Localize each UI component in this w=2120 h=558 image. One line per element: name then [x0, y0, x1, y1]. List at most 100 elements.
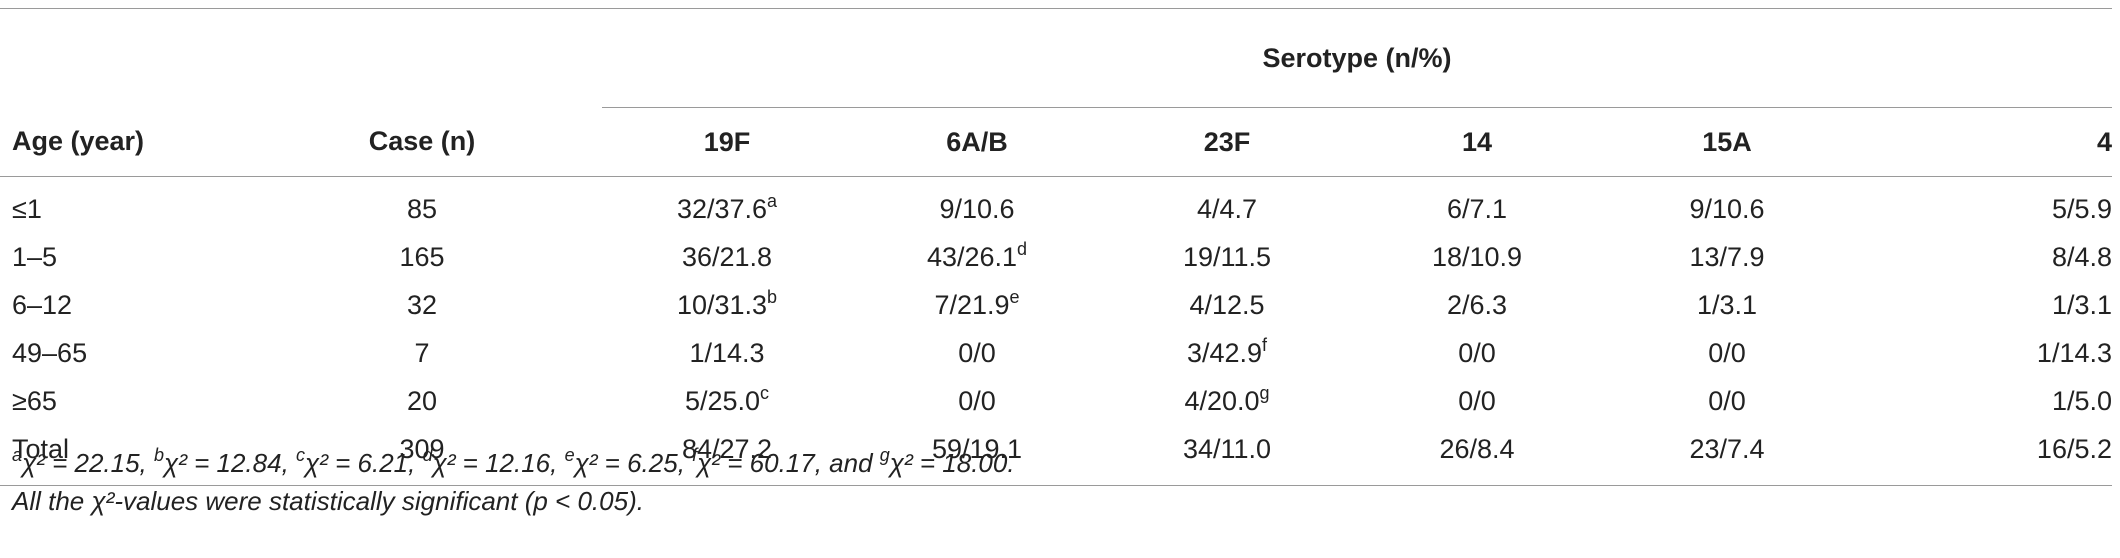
- footnote-marker: b: [767, 286, 778, 307]
- serotype-cell: 5/25.0c: [602, 377, 852, 425]
- cell-value: 36/21.8: [681, 241, 773, 272]
- serotype-cell: 23/7.4: [1602, 425, 1852, 486]
- cell-value: 13/7.9: [1689, 241, 1765, 272]
- footnote-text: χ² = 6.25,: [574, 448, 693, 478]
- cell-value: 0/0: [1458, 337, 1496, 368]
- footnote-chi-square-values: aχ² = 22.15, bχ² = 12.84, cχ² = 6.21, d χ…: [12, 444, 1015, 482]
- cell-value: 7/21.9: [934, 289, 1010, 320]
- cell-value: 26/8.4: [1439, 433, 1515, 464]
- serotype-header: 4: [2096, 126, 2112, 157]
- serotype-cell: 0/0: [1352, 329, 1602, 377]
- footnote-marker: e: [1009, 286, 1020, 307]
- serotype-cell: 0/0: [852, 329, 1102, 377]
- case-cell: 309: [399, 433, 445, 464]
- serotype-cell: 8/4.8: [1852, 233, 2112, 281]
- cell-value: 4/4.7: [1196, 193, 1258, 224]
- footnote-text: χ² = 6.21,: [305, 448, 423, 478]
- corner-empty-1: [0, 9, 242, 108]
- cell-value: 9/10.6: [939, 193, 1015, 224]
- case-cell: 20: [406, 385, 438, 416]
- cell-value: 0/0: [1708, 337, 1746, 368]
- case-cell: 85: [406, 193, 438, 224]
- cell-value: 32/37.6: [676, 193, 768, 224]
- table-row: ≥65 20 5/25.0c 0/0 4/20.0g 0/0 0/0 1/5.0: [0, 377, 2112, 425]
- footnote-text: χ² = 18.00.: [889, 448, 1015, 478]
- cell-value: 4/20.0: [1184, 385, 1260, 416]
- serotype-cell: 4/12.5: [1102, 281, 1352, 329]
- case-cell: 32: [406, 289, 438, 320]
- serotype-cell: 1/3.1: [1852, 281, 2112, 329]
- cell-value: 1/14.3: [2036, 337, 2112, 368]
- serotype-cell: 16/5.2: [1852, 425, 2112, 486]
- footnote-marker: g: [879, 445, 890, 465]
- cell-value: 0/0: [958, 337, 996, 368]
- age-cell: 49–65: [12, 337, 88, 368]
- cell-value: 3/42.9: [1186, 337, 1263, 368]
- footnote-marker: c: [760, 382, 770, 403]
- age-cell: Total: [12, 433, 70, 464]
- serotype-header: 19F: [703, 126, 751, 157]
- cell-value: 16/5.2: [2036, 433, 2112, 464]
- cell-value: 1/3.1: [1696, 289, 1758, 320]
- serotype-cell: 0/0: [1352, 377, 1602, 425]
- cell-value: 84/27.2: [681, 433, 773, 464]
- footnote-marker: d: [1017, 238, 1028, 259]
- serotype-cell: 5/5.9: [1852, 177, 2112, 234]
- table-row: 6–12 32 10/31.3b 7/21.9e 4/12.5 2/6.3 1/3.1 1/3…: [0, 281, 2112, 329]
- serotype-header: 14: [1461, 126, 1493, 157]
- serotype-cell: 18/10.9: [1352, 233, 1602, 281]
- case-column-header: Case (n): [368, 126, 476, 157]
- serotype-cell: 32/37.6a: [602, 177, 852, 234]
- footnote-marker: e: [564, 445, 575, 465]
- cell-value: 10/31.3: [676, 289, 768, 320]
- footnote-marker: c: [296, 445, 306, 465]
- cell-value: 0/0: [1708, 385, 1746, 416]
- footnote-marker: a: [767, 190, 778, 211]
- age-cell: ≤1: [12, 193, 42, 224]
- table-row: ≤1 85 32/37.6a 9/10.6 4/4.7 6/7.1 9/10.6 5/5.9: [0, 177, 2112, 234]
- footnote-marker: f: [1262, 334, 1268, 355]
- serotype-cell: 7/21.9e: [852, 281, 1102, 329]
- footnote-text: χ² = 22.15,: [22, 448, 155, 478]
- serotype-header: 15A: [1702, 126, 1752, 157]
- cell-value: 43/26.1: [926, 241, 1018, 272]
- footnote-marker: a: [12, 445, 23, 465]
- serotype-cell: 0/0: [1602, 377, 1852, 425]
- cell-value: 2/6.3: [1446, 289, 1508, 320]
- case-cell: 7: [414, 337, 430, 368]
- serotype-cell: 1/14.3: [1852, 329, 2112, 377]
- serotype-header: 23F: [1203, 126, 1251, 157]
- serotype-cell: 1/14.3: [602, 329, 852, 377]
- serotype-cell: 13/7.9: [1602, 233, 1852, 281]
- footnote-text: χ² = 12.84,: [164, 448, 297, 478]
- footnote-marker: b: [154, 445, 165, 465]
- cell-value: 18/10.9: [1431, 241, 1523, 272]
- cell-value: 19/11.5: [1182, 241, 1272, 272]
- table-row: 49–65 7 1/14.3 0/0 3/42.9f 0/0 0/0 1/14.3: [0, 329, 2112, 377]
- serotype-cell: 6/7.1: [1352, 177, 1602, 234]
- cell-value: 5/25.0: [684, 385, 761, 416]
- age-cell: 1–5: [12, 241, 58, 272]
- serotype-cell: 34/11.0: [1102, 425, 1352, 486]
- footnote-text: χ² = 60.17, and: [697, 448, 880, 478]
- cell-value: 9/10.6: [1689, 193, 1765, 224]
- age-cell: 6–12: [12, 289, 73, 320]
- serotype-cell: 26/8.4: [1352, 425, 1602, 486]
- case-cell: 165: [399, 241, 445, 272]
- serotype-header: 6A/B: [946, 126, 1008, 157]
- serotype-table: Serotype (n/%) Age (year) Case (n) 19F 6…: [0, 8, 2112, 486]
- cell-value: 6/7.1: [1446, 193, 1508, 224]
- serotype-cell: 2/6.3: [1352, 281, 1602, 329]
- cell-value: 59/19.1: [931, 433, 1023, 464]
- cell-value: 8/4.8: [2051, 241, 2112, 272]
- age-cell: ≥65: [12, 385, 57, 416]
- footnote-marker: d: [422, 445, 433, 465]
- table-row: 1–5 165 36/21.8 43/26.1d 19/11.5 18/10.9 13/7.…: [0, 233, 2112, 281]
- cell-value: 5/5.9: [2051, 193, 2112, 224]
- cell-value: 4/12.5: [1189, 289, 1265, 320]
- footnote-significance: All the χ²-values were statistically sig…: [12, 486, 644, 516]
- cell-value: 1/5.0: [2051, 385, 2112, 416]
- serotype-cell: 84/27.2: [602, 425, 852, 486]
- cell-value: 23/7.4: [1689, 433, 1765, 464]
